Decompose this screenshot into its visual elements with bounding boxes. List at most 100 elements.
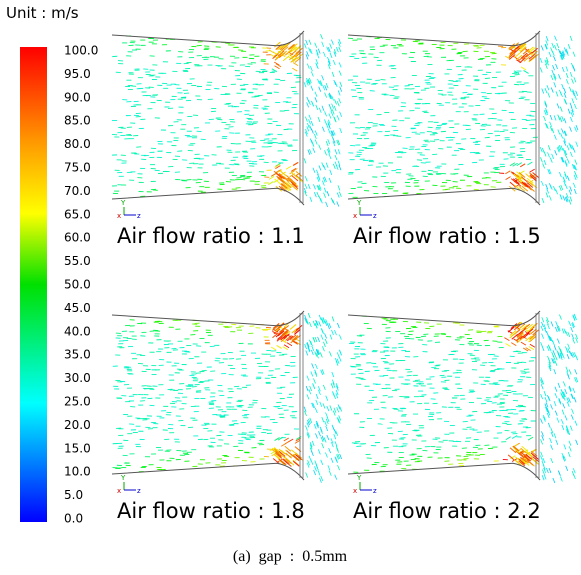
downstream-vector (339, 47, 341, 52)
downstream-vector (544, 474, 546, 479)
downstream-vector (326, 141, 328, 146)
downstream-vector (313, 321, 315, 326)
downstream-vector (555, 355, 557, 360)
downstream-vector (318, 49, 320, 54)
downstream-vector (305, 117, 307, 122)
downstream-vector (553, 350, 555, 355)
downstream-vector (307, 123, 309, 128)
downstream-vector (564, 118, 566, 123)
colorbar-tick-label: 60.0 (64, 231, 91, 245)
flow-vector (512, 436, 517, 439)
flow-vector (527, 162, 532, 165)
flow-vector (271, 173, 276, 176)
downstream-vector (544, 160, 546, 165)
downstream-vector (311, 72, 313, 77)
downstream-vector (306, 350, 308, 355)
downstream-vector (307, 51, 309, 56)
downstream-vector (560, 107, 562, 112)
downstream-vector (553, 478, 555, 483)
downstream-vector (565, 389, 567, 394)
downstream-vector (548, 324, 550, 329)
triad-label: z (373, 487, 377, 495)
downstream-vector (556, 64, 558, 69)
downstream-vector (550, 158, 552, 163)
downstream-vector (322, 162, 324, 167)
downstream-vector (568, 109, 570, 114)
downstream-vector (319, 431, 321, 436)
downstream-vector (561, 133, 563, 138)
flow-vector (517, 163, 522, 166)
downstream-vector (542, 322, 544, 327)
downstream-vector (569, 369, 571, 374)
downstream-vector (546, 331, 548, 336)
flow-vector (528, 437, 533, 440)
downstream-vector (313, 378, 315, 383)
downstream-vector (312, 102, 314, 107)
downstream-vector (552, 70, 554, 75)
downstream-vector (316, 64, 318, 69)
downstream-vector (340, 82, 342, 87)
downstream-vector (555, 393, 557, 398)
downstream-vector (304, 44, 306, 49)
downstream-vector (314, 470, 316, 475)
downstream-vector (337, 352, 339, 357)
flow-vector (275, 66, 280, 69)
downstream-vector (329, 471, 331, 476)
triad-label: x (117, 212, 121, 220)
downstream-vector (324, 437, 326, 442)
downstream-vector (304, 407, 306, 412)
downstream-vector (339, 98, 341, 103)
downstream-vector (309, 456, 311, 461)
downstream-vector (332, 316, 334, 321)
downstream-vector (573, 388, 575, 393)
tip-vector (273, 458, 279, 463)
downstream-vector (338, 161, 340, 166)
downstream-vector (566, 367, 568, 372)
downstream-vector (326, 163, 328, 168)
downstream-vector (340, 112, 342, 117)
downstream-vector (331, 383, 333, 388)
downstream-vector (563, 403, 565, 408)
downstream-vector (313, 383, 315, 388)
downstream-vector (311, 371, 313, 376)
flow-vector (293, 162, 298, 165)
downstream-vector (555, 327, 557, 332)
downstream-vector (322, 75, 324, 80)
downstream-vector (315, 466, 317, 471)
downstream-vector (324, 193, 326, 198)
downstream-vector (572, 409, 574, 414)
downstream-vector (569, 446, 571, 451)
downstream-vector (314, 192, 316, 197)
downstream-vector (573, 338, 575, 343)
flow-vector (505, 171, 510, 174)
triad-label: Y (356, 199, 362, 207)
downstream-vector (329, 114, 331, 119)
downstream-vector (568, 332, 570, 337)
downstream-vector (333, 391, 335, 396)
colorbar-tick-label: 15.0 (64, 441, 91, 455)
colorbar-tick-label: 5.0 (64, 488, 83, 502)
vector-panel: YxzAir flow ratio : 1.5 (348, 31, 578, 248)
downstream-vector (542, 89, 544, 94)
flow-vector (269, 176, 274, 179)
tip-vector (532, 48, 538, 53)
downstream-vector (315, 139, 317, 144)
tip-vector (283, 56, 289, 61)
downstream-vector (339, 335, 341, 340)
downstream-vector (554, 45, 556, 50)
tip-vector (293, 461, 299, 466)
downstream-vector (548, 423, 550, 428)
downstream-vector (566, 79, 568, 84)
downstream-vector (558, 74, 560, 79)
downstream-vector (543, 458, 545, 463)
downstream-vector (332, 95, 334, 100)
downstream-vector (313, 184, 315, 189)
lower-wall (348, 188, 540, 205)
downstream-vector (567, 159, 569, 164)
downstream-vector (339, 350, 341, 355)
downstream-vector (557, 339, 559, 344)
downstream-vector (550, 122, 552, 127)
downstream-vector (559, 315, 561, 320)
tip-vector (291, 450, 297, 455)
downstream-vector (540, 157, 542, 162)
